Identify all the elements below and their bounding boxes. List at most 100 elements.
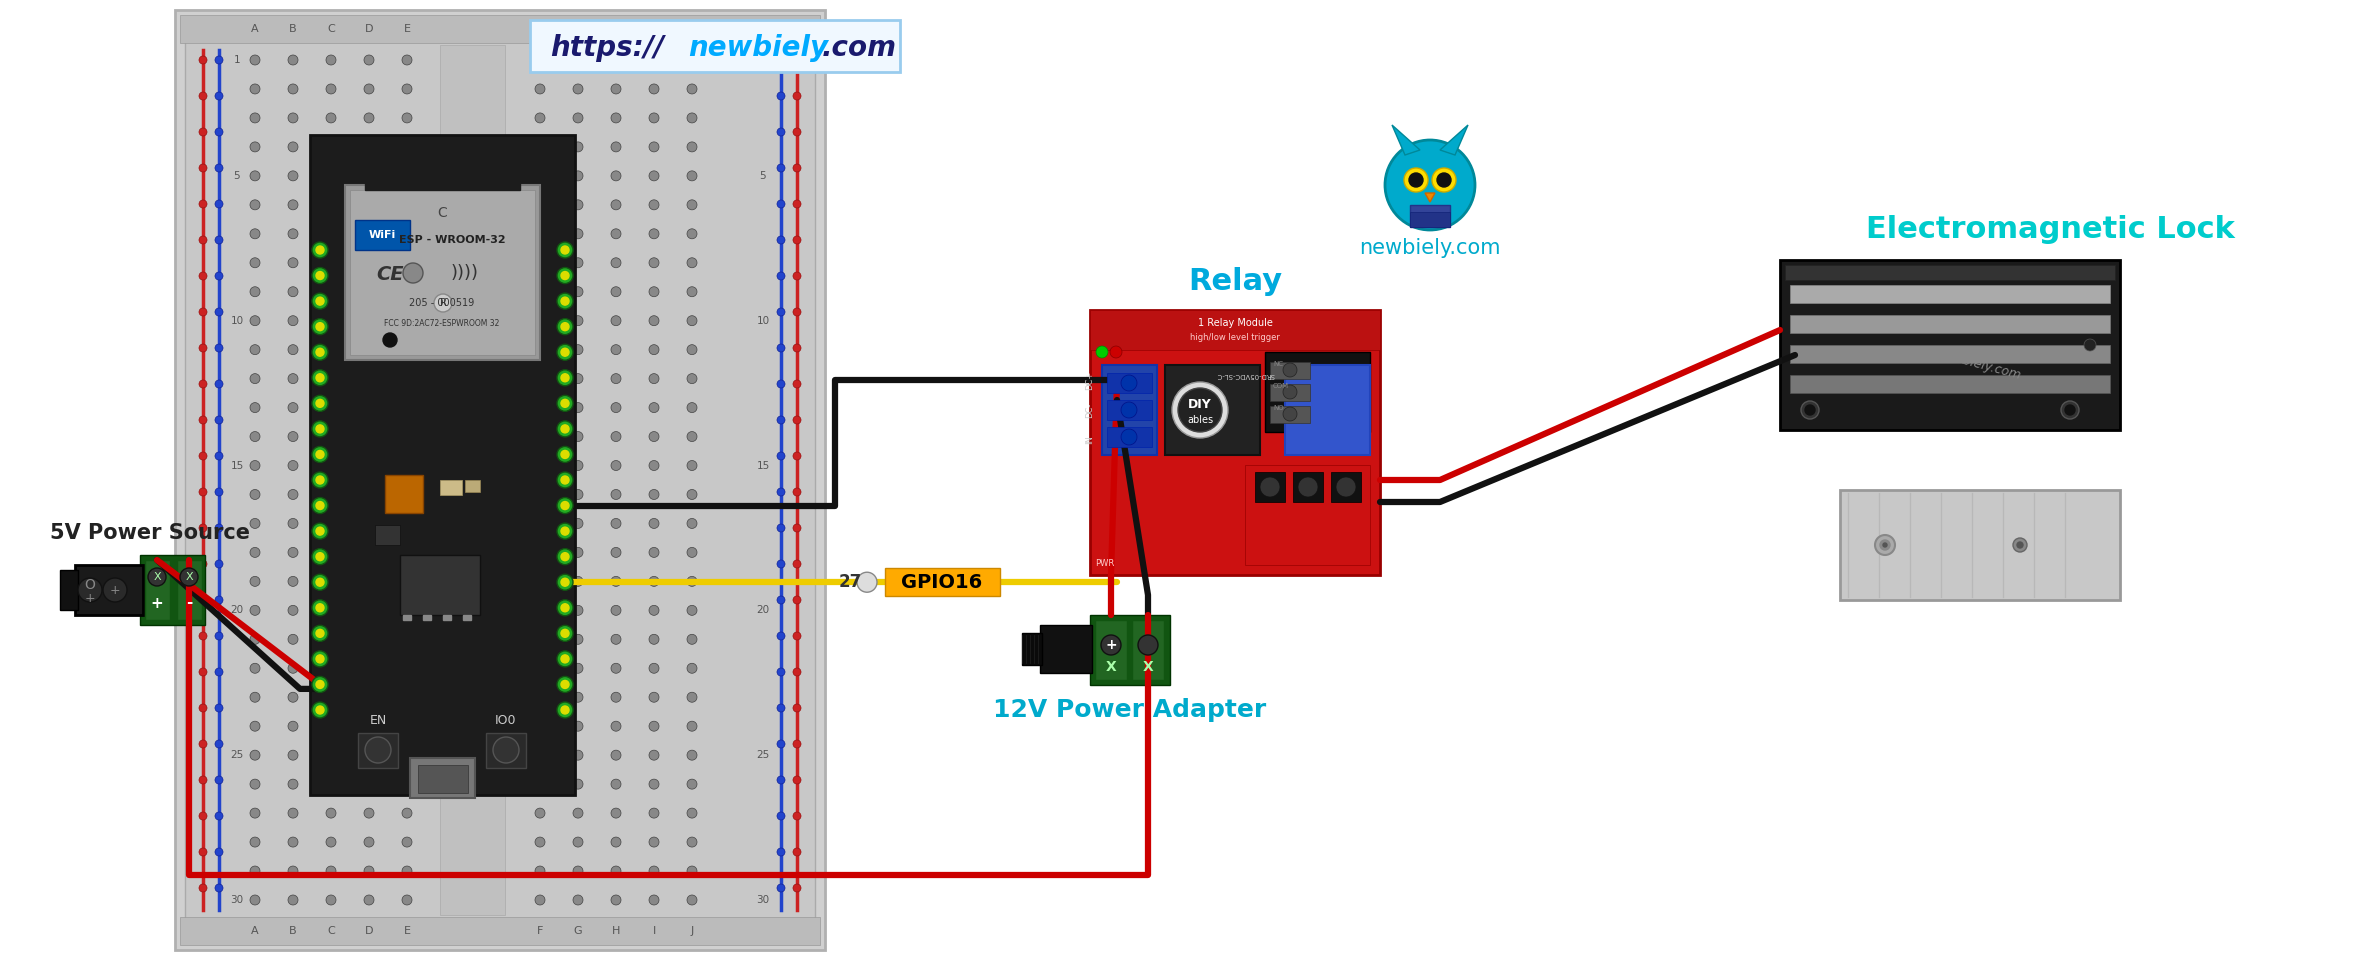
Circle shape: [649, 634, 659, 644]
Circle shape: [214, 128, 224, 136]
Text: 15: 15: [231, 460, 243, 471]
Circle shape: [573, 489, 583, 500]
Circle shape: [288, 460, 297, 471]
Bar: [402, 615, 412, 620]
Circle shape: [364, 431, 374, 441]
Circle shape: [312, 293, 328, 309]
Circle shape: [649, 286, 659, 297]
Circle shape: [561, 374, 569, 382]
Circle shape: [288, 142, 297, 152]
Circle shape: [1282, 385, 1297, 399]
Bar: [145, 560, 169, 620]
Bar: [1106, 400, 1151, 420]
Circle shape: [611, 345, 621, 355]
Circle shape: [250, 721, 259, 731]
Circle shape: [557, 472, 573, 488]
Circle shape: [573, 866, 583, 876]
Circle shape: [250, 779, 259, 789]
Text: )))): )))): [452, 264, 478, 282]
Circle shape: [792, 344, 802, 352]
Circle shape: [312, 677, 328, 693]
Circle shape: [316, 579, 324, 586]
Circle shape: [200, 632, 207, 640]
Circle shape: [326, 779, 335, 789]
Circle shape: [778, 848, 785, 856]
Bar: [354, 220, 409, 250]
Circle shape: [649, 403, 659, 412]
Circle shape: [326, 721, 335, 731]
Circle shape: [326, 577, 335, 586]
Circle shape: [688, 837, 697, 847]
Circle shape: [102, 578, 126, 602]
Circle shape: [856, 572, 878, 592]
Circle shape: [312, 651, 328, 667]
Circle shape: [402, 229, 412, 238]
Circle shape: [326, 286, 335, 297]
Circle shape: [402, 663, 412, 674]
Circle shape: [1404, 168, 1427, 192]
Circle shape: [402, 431, 412, 441]
Circle shape: [250, 518, 259, 529]
Circle shape: [611, 142, 621, 152]
Circle shape: [200, 740, 207, 748]
Circle shape: [250, 403, 259, 412]
Circle shape: [250, 548, 259, 557]
Circle shape: [288, 837, 297, 847]
Circle shape: [326, 634, 335, 644]
Circle shape: [611, 113, 621, 123]
Text: I: I: [652, 24, 657, 34]
Bar: [1411, 205, 1449, 227]
Circle shape: [2065, 405, 2074, 415]
Text: .com: .com: [823, 34, 897, 62]
Circle shape: [778, 56, 785, 64]
Circle shape: [364, 721, 374, 731]
Text: H: H: [611, 926, 621, 936]
Circle shape: [649, 84, 659, 94]
Circle shape: [250, 895, 259, 905]
Circle shape: [402, 286, 412, 297]
Circle shape: [688, 605, 697, 615]
Text: 1: 1: [233, 55, 240, 65]
Circle shape: [649, 779, 659, 789]
Circle shape: [778, 344, 785, 352]
Circle shape: [364, 518, 374, 529]
Circle shape: [402, 779, 412, 789]
Circle shape: [288, 84, 297, 94]
Circle shape: [778, 596, 785, 604]
Circle shape: [535, 200, 545, 209]
Circle shape: [181, 568, 197, 586]
Text: IN: IN: [1085, 435, 1094, 444]
Circle shape: [402, 374, 412, 383]
Circle shape: [214, 740, 224, 748]
Circle shape: [214, 344, 224, 352]
Circle shape: [535, 258, 545, 268]
Circle shape: [364, 808, 374, 818]
Bar: [1090, 310, 1380, 350]
Circle shape: [573, 605, 583, 615]
Circle shape: [573, 663, 583, 674]
Circle shape: [200, 200, 207, 208]
Circle shape: [364, 866, 374, 876]
Circle shape: [214, 632, 224, 640]
Circle shape: [364, 142, 374, 152]
Circle shape: [535, 895, 545, 905]
Bar: [309, 135, 576, 795]
Circle shape: [200, 128, 207, 136]
Circle shape: [557, 447, 573, 462]
Circle shape: [573, 55, 583, 65]
Circle shape: [1121, 429, 1137, 445]
Text: +: +: [86, 592, 95, 604]
Circle shape: [364, 345, 374, 355]
Bar: [885, 568, 999, 596]
Circle shape: [611, 895, 621, 905]
Text: +: +: [150, 596, 164, 610]
Text: B: B: [290, 24, 297, 34]
Circle shape: [1806, 405, 1815, 415]
Circle shape: [288, 518, 297, 529]
Circle shape: [573, 779, 583, 789]
Circle shape: [402, 263, 423, 283]
Circle shape: [561, 272, 569, 280]
Circle shape: [326, 751, 335, 760]
Circle shape: [200, 236, 207, 244]
Bar: [1270, 406, 1311, 423]
